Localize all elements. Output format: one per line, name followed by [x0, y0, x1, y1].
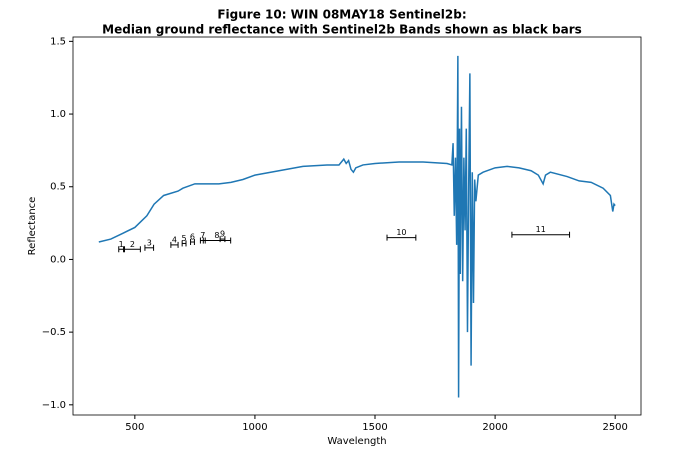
- band-label: 2: [130, 240, 135, 249]
- y-tick-label: 1.5: [50, 36, 66, 47]
- y-tick-label: −0.5: [42, 327, 66, 338]
- band-label: 9: [220, 230, 225, 239]
- plot-frame: [72, 36, 642, 416]
- x-tick-label: 2000: [482, 422, 507, 433]
- chart-title: Median ground reflectance with Sentinel2…: [102, 23, 582, 37]
- spectrum-line: [98, 55, 616, 398]
- x-tick-label: 2500: [602, 422, 627, 433]
- band-label: 6: [190, 232, 195, 241]
- band-label: 5: [182, 234, 187, 243]
- chart-title: Figure 10: WIN 08MAY18 Sentinel2b:: [217, 8, 466, 22]
- y-tick-label: 0.5: [50, 182, 66, 193]
- band-bar: [170, 241, 179, 248]
- band-bar: [219, 236, 226, 243]
- band-label: 8: [214, 231, 219, 240]
- x-tick-label: 1500: [362, 422, 387, 433]
- x-axis-label: Wavelength: [327, 436, 386, 447]
- band-label: 10: [396, 228, 406, 237]
- band-label: 3: [147, 238, 152, 247]
- band-label: 1: [119, 240, 124, 249]
- band-label: 4: [172, 235, 177, 244]
- band-bar: [118, 246, 125, 253]
- y-axis-label: Reflectance: [27, 197, 38, 256]
- band-bar: [144, 244, 155, 251]
- band-bar: [190, 238, 195, 245]
- band-bar: [181, 240, 187, 247]
- x-tick-label: 1000: [242, 422, 267, 433]
- band-label: 11: [536, 225, 546, 234]
- band-bar: [202, 237, 232, 244]
- band-label: 7: [200, 231, 205, 240]
- x-tick-label: 500: [125, 422, 144, 433]
- band-bar: [386, 234, 417, 241]
- band-bar: [124, 246, 141, 253]
- y-tick-label: 0.0: [50, 254, 66, 265]
- band-bar: [511, 231, 571, 238]
- y-tick-label: −1.0: [42, 400, 66, 411]
- y-tick-label: 1.0: [50, 109, 66, 120]
